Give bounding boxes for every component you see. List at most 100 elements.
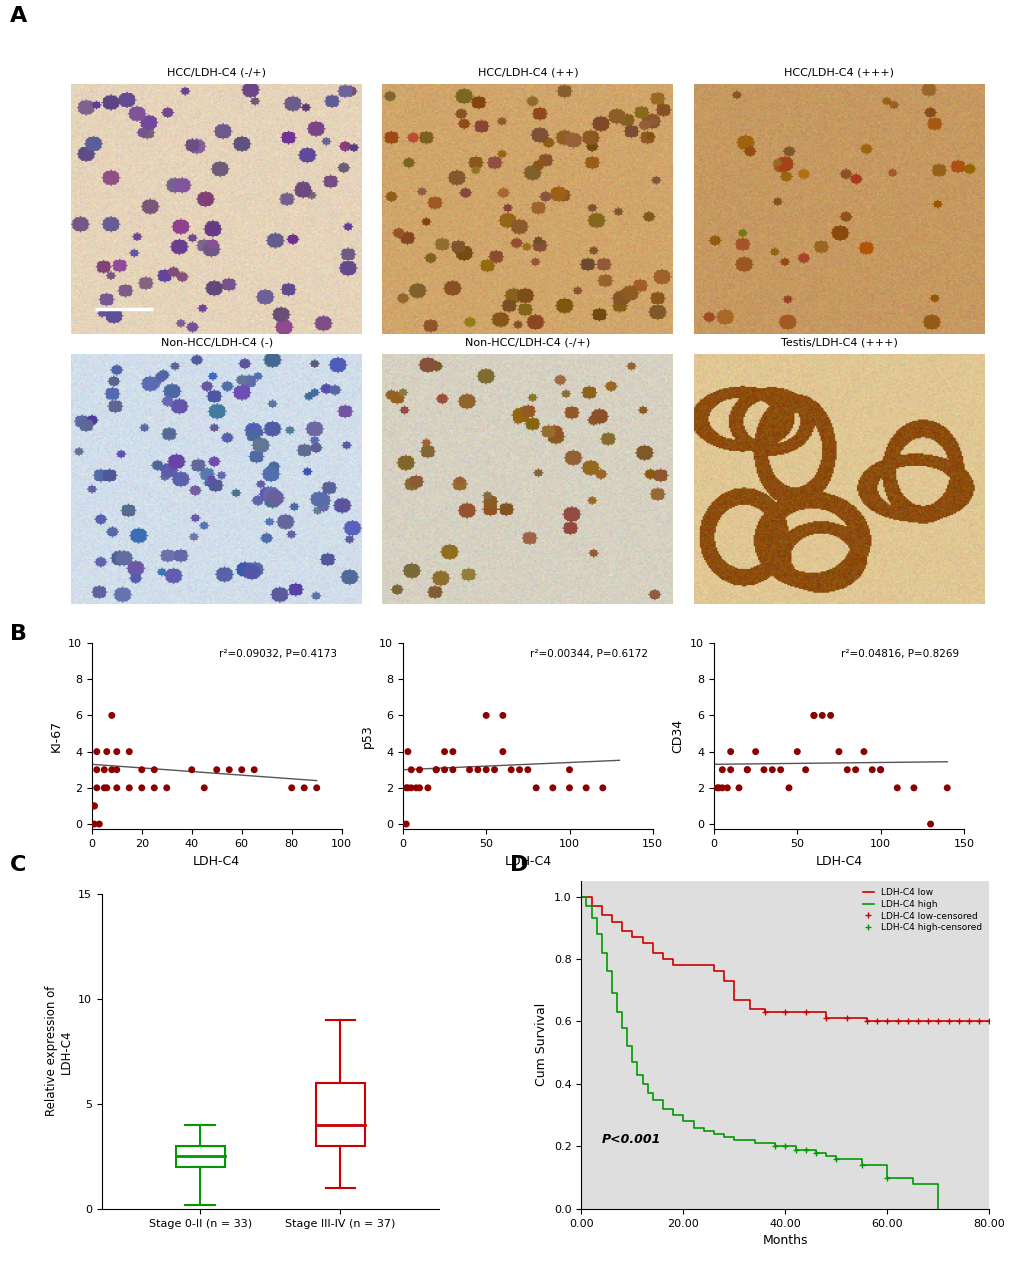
LDH-C4 low-censored — [819, 1011, 832, 1026]
LDH-C4 low-censored — [921, 1013, 933, 1029]
Point — [86, 796, 102, 817]
Text: HCC/LDH-C4 (-/+): HCC/LDH-C4 (-/+) — [167, 67, 266, 77]
Point — [99, 778, 115, 799]
Point — [797, 760, 813, 781]
Point — [486, 760, 502, 781]
LDH-C4 low — [677, 958, 689, 974]
Point — [411, 760, 427, 781]
Point — [839, 760, 855, 781]
Point — [283, 778, 300, 799]
Bar — [316, 1083, 365, 1146]
LDH-C4 high-censored — [855, 1157, 867, 1173]
Point — [781, 778, 797, 799]
LDH-C4 low — [575, 889, 587, 904]
Point — [494, 741, 511, 761]
LDH-C4 low-censored — [860, 1013, 872, 1029]
LDH-C4 low — [743, 1002, 755, 1017]
Text: r²=0.00344, P=0.6172: r²=0.00344, P=0.6172 — [529, 648, 647, 658]
LDH-C4 low — [840, 1011, 852, 1026]
LDH-C4 low-censored — [870, 1013, 882, 1029]
Point — [109, 778, 124, 799]
LDH-C4 low — [819, 1011, 832, 1026]
Point — [296, 778, 312, 799]
X-axis label: Months: Months — [762, 1235, 807, 1247]
Y-axis label: Relative expression of
LDH-C4: Relative expression of LDH-C4 — [45, 986, 72, 1116]
Point — [863, 760, 879, 781]
LDH-C4 low-censored — [779, 1004, 791, 1020]
LDH-C4 high — [610, 1004, 623, 1020]
Bar — [175, 1146, 224, 1166]
LDH-C4 high-censored — [789, 1142, 801, 1157]
LDH-C4 high — [748, 1136, 760, 1151]
Point — [921, 814, 937, 835]
LDH-C4 high — [799, 1142, 811, 1157]
Point — [763, 760, 780, 781]
LDH-C4 high — [906, 1177, 918, 1192]
Point — [747, 741, 763, 761]
LDH-C4 high — [687, 1120, 699, 1136]
Point — [739, 760, 755, 781]
LDH-C4 high — [600, 963, 612, 979]
Point — [560, 778, 577, 799]
LDH-C4 low — [595, 908, 607, 923]
LDH-C4 high — [636, 1076, 648, 1092]
Point — [578, 778, 594, 799]
LDH-C4 high — [585, 910, 597, 926]
Point — [146, 778, 162, 799]
LDH-C4 low — [880, 1013, 893, 1029]
LDH-C4 low-censored — [962, 1013, 974, 1029]
Point — [813, 705, 829, 725]
Point — [420, 778, 436, 799]
Point — [397, 814, 414, 835]
LDH-C4 low — [717, 974, 730, 989]
Text: Testis/LDH-C4 (+++): Testis/LDH-C4 (+++) — [780, 337, 897, 347]
Point — [829, 741, 846, 761]
Point — [847, 760, 863, 781]
Point — [196, 778, 212, 799]
Point — [411, 778, 427, 799]
LDH-C4 low — [687, 958, 699, 974]
Point — [755, 760, 771, 781]
LDH-C4 low-censored — [799, 1004, 811, 1020]
Point — [938, 778, 955, 799]
Point — [96, 760, 112, 781]
LDH-C4 low-censored — [911, 1013, 923, 1029]
LDH-C4 high — [605, 985, 618, 1001]
Point — [104, 705, 120, 725]
Text: Non-HCC/LDH-C4 (-/+): Non-HCC/LDH-C4 (-/+) — [465, 337, 590, 347]
LDH-C4 high — [626, 1055, 638, 1070]
Y-axis label: p53: p53 — [361, 724, 373, 748]
Point — [444, 760, 461, 781]
LDH-C4 high — [728, 1133, 740, 1148]
LDH-C4 low — [982, 1013, 995, 1029]
LDH-C4 high — [666, 1107, 679, 1123]
Point — [403, 760, 419, 781]
Point — [708, 778, 725, 799]
Point — [399, 741, 416, 761]
LDH-C4 low — [901, 1013, 913, 1029]
Point — [502, 760, 519, 781]
Point — [478, 760, 494, 781]
Y-axis label: KI-67: KI-67 — [50, 720, 62, 752]
LDH-C4 high-censored — [799, 1142, 811, 1157]
Point — [89, 760, 105, 781]
LDH-C4 low-censored — [840, 1011, 852, 1026]
Point — [718, 778, 735, 799]
LDH-C4 high — [880, 1170, 893, 1186]
Point — [146, 760, 162, 781]
X-axis label: LDH-C4: LDH-C4 — [814, 855, 862, 868]
LDH-C4 high — [641, 1085, 653, 1101]
LDH-C4 low-censored — [972, 1013, 984, 1029]
LDH-C4 high-censored — [768, 1138, 781, 1154]
LDH-C4 low — [799, 1004, 811, 1020]
Point — [397, 778, 414, 799]
LDH-C4 high — [819, 1148, 832, 1164]
Text: P<0.001: P<0.001 — [601, 1133, 660, 1146]
LDH-C4 low — [707, 963, 719, 979]
LDH-C4 high-censored — [880, 1170, 893, 1186]
LDH-C4 low — [615, 923, 628, 939]
Point — [246, 760, 262, 781]
LDH-C4 high — [779, 1138, 791, 1154]
Legend: LDH-C4 low, LDH-C4 high, LDH-C4 low-censored, LDH-C4 high-censored: LDH-C4 low, LDH-C4 high, LDH-C4 low-cens… — [859, 886, 984, 935]
Point — [308, 778, 324, 799]
